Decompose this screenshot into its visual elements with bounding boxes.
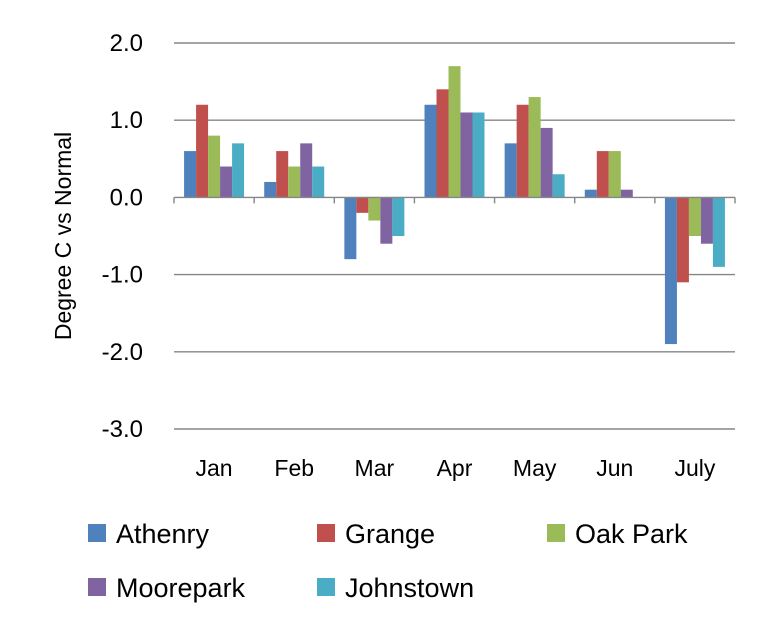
x-tick-label: Apr [437,455,473,481]
legend-label: Grange [345,519,435,549]
zero-axis [173,196,736,204]
bar-johnstown [232,143,245,198]
bar-johnstown [472,112,485,198]
legend-swatch [547,524,565,542]
x-tick-label: Mar [355,455,395,481]
bars [184,66,725,345]
y-tick-label: -1.0 [102,262,143,289]
bar-grange [516,104,529,198]
bar-johnstown [312,166,325,198]
legend-label: Moorepark [116,573,246,603]
bar-oak-park [528,97,541,198]
y-tick-label: 2.0 [110,30,143,57]
bar-moorepark [700,197,713,244]
bar-oak-park [208,135,221,198]
bar-athenry [264,181,277,198]
legend-label: Athenry [116,519,210,549]
bar-moorepark [220,166,233,198]
x-tick-label: Jan [196,455,233,481]
bar-grange [596,151,609,198]
bar-grange [356,197,369,213]
legend-swatch [317,578,335,596]
bar-athenry [504,143,517,198]
bar-moorepark [380,197,393,244]
y-tick-label: -2.0 [102,339,143,366]
legend-swatch [88,524,106,542]
bar-grange [276,151,289,198]
bar-athenry [344,197,357,260]
x-axis-ticks: Jan Feb Mar Apr May Jun July [196,455,716,481]
y-tick-label: 1.0 [110,107,143,134]
bar-oak-park [688,197,701,236]
bar-oak-park [288,166,301,198]
bar-grange [676,197,689,283]
bar-grange [436,89,449,198]
y-tick-label: 0.0 [110,184,143,211]
gridlines [174,42,735,430]
x-tick-label: Jun [596,455,633,481]
legend-label: Oak Park [575,519,688,549]
y-tick-label: -3.0 [102,416,143,443]
legend: Athenry Grange Oak Park Moorepark Johnstown [88,519,688,603]
y-axis-ticks: 2.0 1.0 0.0 -1.0 -2.0 -3.0 [102,30,143,443]
bar-johnstown [552,174,565,198]
bar-athenry [184,151,197,198]
bar-grange [196,104,209,198]
bar-johnstown [712,197,725,267]
bar-athenry [584,189,597,198]
x-tick-label: July [674,455,715,481]
bar-oak-park [448,66,461,198]
bar-oak-park [368,197,381,221]
x-tick-label: May [513,455,557,481]
bar-moorepark [300,143,313,198]
bar-oak-park [608,151,621,198]
bar-athenry [424,104,437,198]
legend-label: Johnstown [345,573,474,603]
bar-moorepark [540,127,553,198]
bar-johnstown [392,197,405,236]
bar-athenry [664,197,677,345]
x-tick-label: Feb [274,455,314,481]
legend-swatch [317,524,335,542]
y-axis-label: Degree C vs Normal [50,132,76,340]
bar-moorepark [460,112,473,198]
legend-swatch [88,578,106,596]
bar-moorepark [620,189,633,198]
